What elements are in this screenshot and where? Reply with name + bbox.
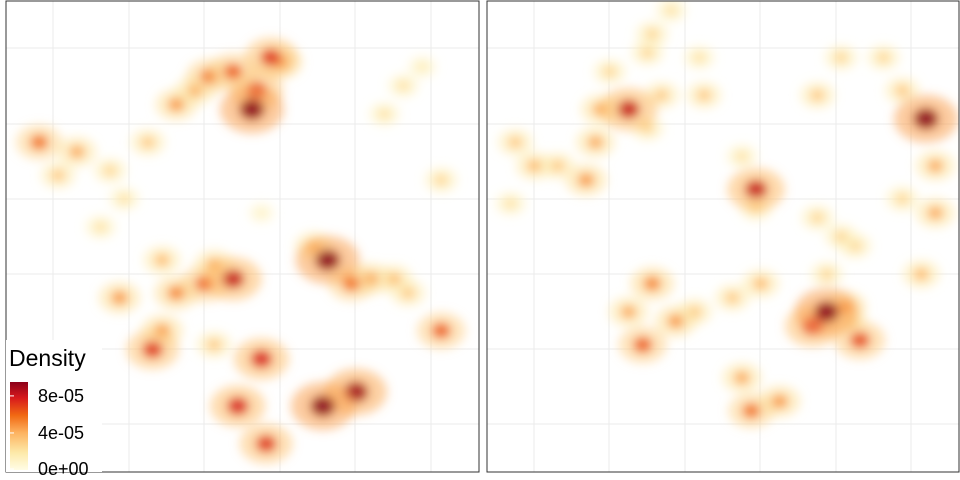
density-hotspot (745, 180, 767, 199)
density-hotspot (342, 276, 361, 291)
density-hotspot (811, 212, 824, 223)
density-hotspot (735, 151, 748, 162)
density-hotspot (927, 206, 944, 220)
density-hotspot (641, 47, 654, 58)
legend-colorbar (10, 382, 28, 470)
density-hotspot (256, 208, 267, 217)
density-hotspot (207, 339, 221, 351)
density-hotspot (693, 52, 706, 63)
density-hotspot (834, 231, 848, 242)
density-hotspot (315, 250, 340, 271)
density-hotspot (168, 98, 185, 112)
density-hotspot (527, 160, 542, 172)
density-hotspot (603, 66, 617, 77)
density-hotspot (587, 136, 604, 149)
density-hotspot (434, 174, 448, 186)
density-hotspot (914, 268, 929, 280)
legend-title: Density (9, 345, 86, 371)
density-hotspot (142, 341, 163, 358)
density-hotspot (734, 371, 750, 384)
density-hotspot (665, 5, 678, 16)
density-hotspot (508, 136, 523, 148)
density-hotspot (643, 276, 661, 291)
density-hotspot (771, 394, 788, 408)
density-hotspot (431, 323, 451, 339)
density-hotspot (753, 277, 768, 290)
density-hotspot (820, 269, 834, 280)
density-hotspot (141, 136, 155, 148)
density-hotspot (167, 286, 185, 300)
density-hotspot (725, 292, 740, 304)
panel-right-border (486, 0, 960, 473)
panel-right-grid (487, 1, 959, 472)
density-hotspot (814, 301, 839, 322)
density-hotspot (742, 403, 761, 418)
density-hotspot (551, 160, 565, 172)
density-hotspot (834, 52, 848, 63)
density-hotspot (397, 81, 410, 91)
legend-tick-label: 0e+00 (38, 459, 89, 479)
panel-right-density-blobs (495, 1, 958, 429)
density-hotspot (111, 291, 128, 305)
density-hotspot (103, 165, 117, 176)
density-hotspot (310, 396, 335, 417)
density-hotspot (378, 109, 391, 119)
legend-ticks: 8e-05 4e-05 0e+00 (10, 386, 89, 479)
density-hotspot (578, 173, 595, 187)
density-hotspot (30, 135, 48, 150)
panel-left (5, 0, 480, 473)
density-hotspot (239, 99, 264, 120)
legend-tick-label: 4e-05 (38, 423, 84, 443)
density-hotspot (654, 89, 669, 101)
density-hotspot (895, 85, 910, 96)
density-hotspot (877, 52, 890, 63)
panel-right-density (495, 1, 958, 429)
density-hotspot (697, 89, 711, 101)
density-hotspot (913, 108, 938, 129)
density-hotspot (69, 145, 85, 158)
density-hotspot (895, 193, 909, 204)
density-hotspot (251, 350, 272, 368)
density-hotspot (222, 269, 244, 288)
density-hotspot (94, 222, 107, 232)
legend: Density 8e-05 4e-05 0e+00 (6, 340, 102, 479)
panel-left-density-blobs (15, 37, 466, 464)
legend-tick-label: 8e-05 (38, 386, 84, 406)
density-hotspot (667, 314, 684, 328)
panel-right (486, 0, 960, 473)
density-hotspot (504, 198, 517, 209)
density-hotspot (118, 194, 131, 204)
density-hotspot (256, 435, 277, 452)
density-hotspot (621, 305, 637, 319)
density-hotspot (617, 100, 640, 119)
density-hotspot (260, 49, 281, 66)
density-hotspot (927, 159, 944, 173)
density-hotspot (850, 332, 870, 349)
density-hotspot (154, 254, 170, 266)
density-hotspot (51, 169, 65, 181)
density-hotspot (633, 337, 652, 353)
panel-right-background (487, 1, 959, 472)
density-hotspot (645, 28, 659, 40)
density-hotspot (810, 89, 825, 101)
density-hotspot (227, 397, 249, 415)
panel-left-density (15, 37, 466, 464)
density-hotspot (223, 64, 243, 80)
panel-left-border (5, 0, 480, 473)
density-hotspot (416, 62, 428, 72)
